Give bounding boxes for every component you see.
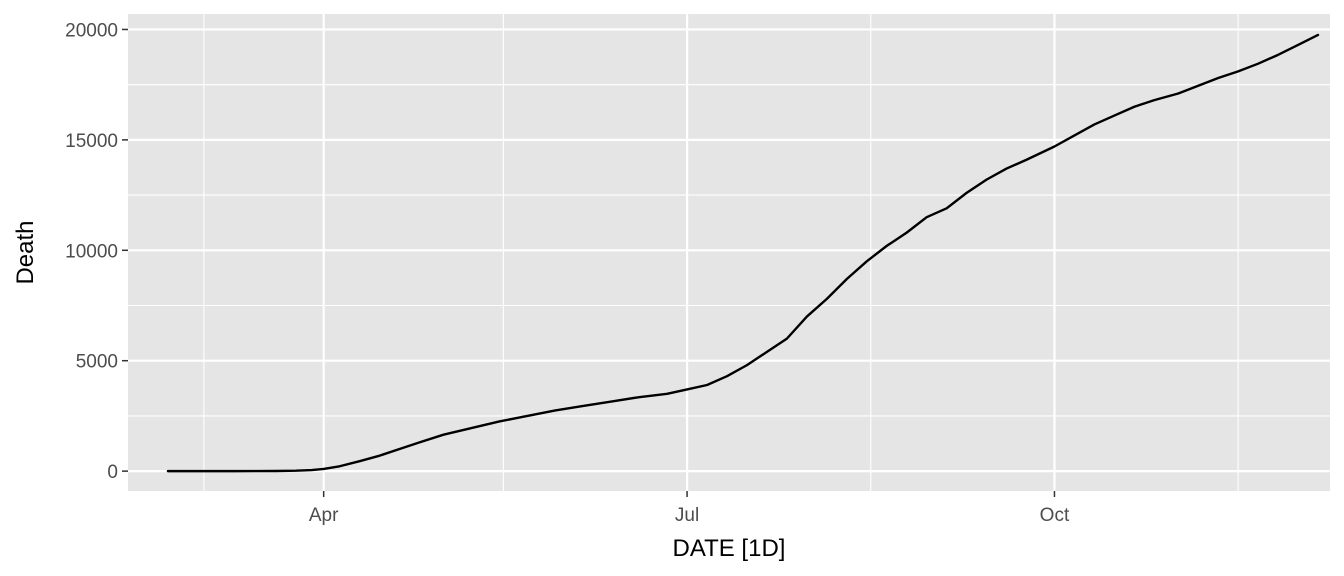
y-tick-label: 0 xyxy=(107,462,118,483)
minor-gridlines xyxy=(128,14,1330,491)
series-line xyxy=(166,33,1320,473)
y-axis: 0 5000 10000 15000 20000 xyxy=(65,20,128,483)
x-tick-label: Apr xyxy=(309,505,339,526)
x-axis-title: DATE [1D] xyxy=(673,535,786,562)
major-gridlines xyxy=(128,14,1330,491)
plot-panel xyxy=(128,14,1330,491)
x-axis: Apr Jul Oct xyxy=(309,491,1070,526)
x-tick-label: Oct xyxy=(1040,505,1070,526)
y-axis-title: Death xyxy=(12,220,39,284)
y-tick-label: 5000 xyxy=(76,352,118,373)
y-tick-label: 15000 xyxy=(65,131,118,152)
series-layer xyxy=(166,33,1320,473)
y-tick-label: 20000 xyxy=(65,20,118,41)
x-tick-label: Jul xyxy=(675,505,699,526)
y-tick-label: 10000 xyxy=(65,241,118,262)
